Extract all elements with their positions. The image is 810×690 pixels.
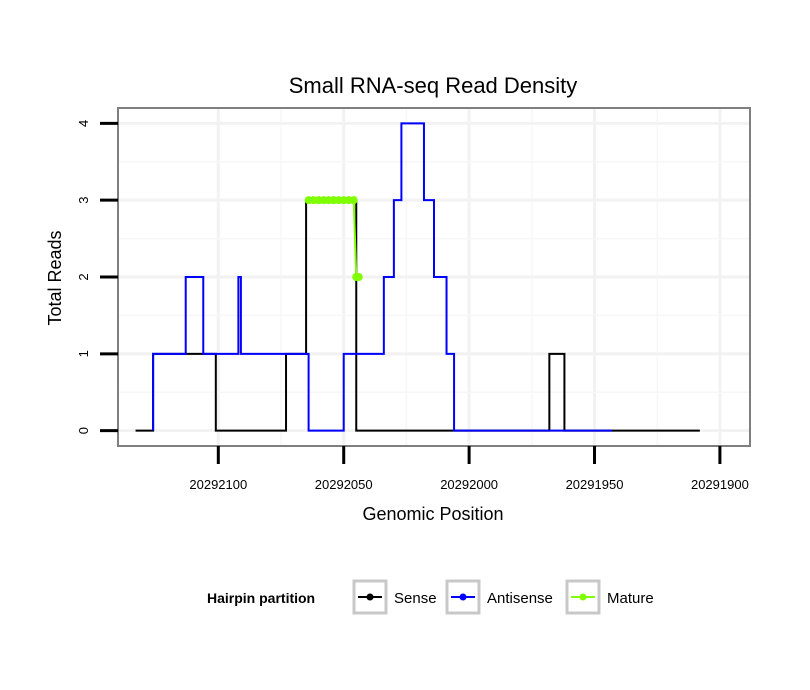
legend: Hairpin partition Sense Antisense Mature: [207, 579, 654, 615]
chart-title: Small RNA-seq Read Density: [289, 73, 578, 98]
mature-point: [349, 196, 358, 205]
legend-item-mature: Mature: [565, 579, 654, 615]
x-tick-label: 20291950: [566, 477, 624, 492]
legend-key-dot: [459, 593, 467, 601]
legend-label: Antisense: [487, 590, 553, 607]
x-tick-label: 20291900: [691, 477, 749, 492]
legend-label: Sense: [394, 590, 437, 607]
antisense-series-line: [152, 122, 613, 432]
axes: 20292100 20292050 20292000 20291950 20291900…: [76, 120, 749, 492]
mature-point: [354, 273, 363, 281]
legend-label: Mature: [607, 590, 654, 607]
legend-key-dot: [579, 593, 587, 601]
legend-item-sense: Sense: [352, 579, 437, 615]
legend-title: Hairpin partition: [207, 590, 315, 606]
series-layer: [135, 122, 700, 432]
y-axis-title: Total Reads: [45, 230, 65, 325]
x-tick-label: 20292050: [315, 477, 373, 492]
x-tick-label: 20292000: [440, 477, 498, 492]
y-tick-label: 2: [76, 273, 91, 280]
y-tick-label: 4: [76, 120, 91, 127]
legend-item-antisense: Antisense: [445, 579, 553, 615]
y-tick-label: 1: [76, 350, 91, 357]
legend-key-dot: [366, 593, 374, 601]
y-tick-label: 0: [76, 427, 91, 434]
y-tick-label: 3: [76, 197, 91, 204]
x-axis-title: Genomic Position: [362, 504, 503, 524]
x-tick-label: 20292100: [189, 477, 247, 492]
